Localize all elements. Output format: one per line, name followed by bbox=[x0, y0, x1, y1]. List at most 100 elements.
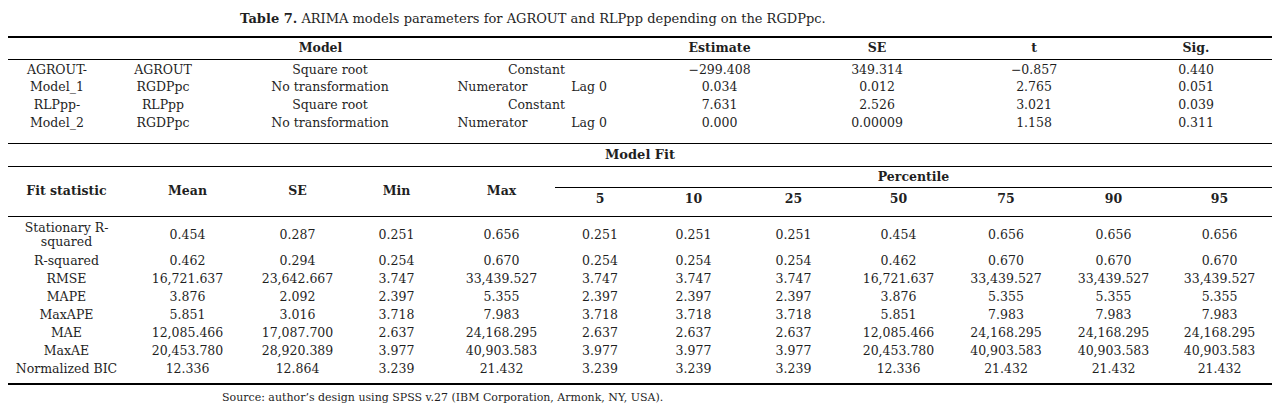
estimate-cell: −299.408 bbox=[633, 60, 806, 78]
fit-value-cell: 0.254 bbox=[645, 252, 742, 270]
transformation-cell: No transformation bbox=[220, 78, 440, 96]
fit-value-cell: 5.355 bbox=[1060, 288, 1167, 306]
fit-table-header-row: Fit statistic Mean SE Min Max Percentile bbox=[8, 167, 1272, 188]
percentile-level: 95 bbox=[1167, 188, 1272, 216]
fit-table-row: Normalized BIC 12.336 12.864 3.239 21.43… bbox=[8, 360, 1272, 378]
fit-value-cell: 0.254 bbox=[345, 252, 448, 270]
fit-value-cell: 3.239 bbox=[555, 360, 645, 378]
fit-value-cell: 0.287 bbox=[250, 216, 345, 252]
fit-value-cell: 3.747 bbox=[345, 270, 448, 288]
model-table-header-row: Model Estimate SE t Sig. bbox=[8, 38, 1272, 60]
fit-value-cell: 3.747 bbox=[555, 270, 645, 288]
fit-value-cell: 2.397 bbox=[345, 288, 448, 306]
fit-value-cell: 0.670 bbox=[1167, 252, 1272, 270]
model-fit-table: Fit statistic Mean SE Min Max Percentile… bbox=[8, 167, 1272, 379]
header-model: Model bbox=[8, 38, 633, 60]
fit-table-row: R-squared 0.462 0.294 0.254 0.670 0.254 … bbox=[8, 252, 1272, 270]
t-cell: 2.765 bbox=[948, 78, 1120, 96]
term-cell: Numerator bbox=[440, 114, 545, 132]
variable-cell: AGROUT bbox=[106, 60, 220, 78]
term-cell: Numerator bbox=[440, 78, 545, 96]
fit-value-cell: 0.454 bbox=[125, 216, 250, 252]
fit-table-row: RMSE 16,721.637 23,642.667 3.747 33,439.… bbox=[8, 270, 1272, 288]
fit-table-row: MAE 12,085.466 17,087.700 2.637 24,168.2… bbox=[8, 324, 1272, 342]
fit-value-cell: 7.983 bbox=[1167, 306, 1272, 324]
fit-value-cell: 5.355 bbox=[1167, 288, 1272, 306]
fit-value-cell: 2.397 bbox=[645, 288, 742, 306]
fit-statistic-label: R-squared bbox=[8, 252, 125, 270]
percentile-level: 90 bbox=[1060, 188, 1167, 216]
model-parameters-section: Model Estimate SE t Sig. AGROUT- AGROUT … bbox=[8, 36, 1272, 144]
percentile-level: 10 bbox=[645, 188, 742, 216]
model-name-cell: AGROUT- bbox=[8, 60, 106, 78]
fit-statistic-label: MAE bbox=[8, 324, 125, 342]
model-name-cell: Model_2 bbox=[8, 114, 106, 132]
fit-value-cell: 24,168.295 bbox=[1060, 324, 1167, 342]
fit-value-cell: 0.462 bbox=[845, 252, 952, 270]
t-cell: 1.158 bbox=[948, 114, 1120, 132]
fit-value-cell: 5.851 bbox=[125, 306, 250, 324]
header-se: SE bbox=[250, 167, 345, 216]
fit-statistic-label: Stationary R-squared bbox=[8, 216, 125, 252]
fit-value-cell: 2.092 bbox=[250, 288, 345, 306]
fit-value-cell: 7.983 bbox=[952, 306, 1060, 324]
fit-value-cell: 20,453.780 bbox=[845, 342, 952, 360]
fit-value-cell: 0.254 bbox=[555, 252, 645, 270]
fit-value-cell: 3.977 bbox=[742, 342, 845, 360]
header-min: Min bbox=[345, 167, 448, 216]
fit-value-cell: 33,439.527 bbox=[1060, 270, 1167, 288]
fit-value-cell: 3.239 bbox=[645, 360, 742, 378]
fit-statistic-label: RMSE bbox=[8, 270, 125, 288]
fit-value-cell: 24,168.295 bbox=[448, 324, 555, 342]
fit-value-cell: 3.239 bbox=[742, 360, 845, 378]
fit-value-cell: 3.747 bbox=[742, 270, 845, 288]
percentile-level: 5 bbox=[555, 188, 645, 216]
transformation-cell: Square root bbox=[220, 60, 440, 78]
fit-value-cell: 40,903.583 bbox=[1060, 342, 1167, 360]
se-cell: 349.314 bbox=[806, 60, 948, 78]
fit-value-cell: 24,168.295 bbox=[1167, 324, 1272, 342]
fit-value-cell: 0.454 bbox=[845, 216, 952, 252]
table-7: Model Estimate SE t Sig. AGROUT- AGROUT … bbox=[8, 36, 1272, 404]
fit-value-cell: 0.462 bbox=[125, 252, 250, 270]
model-name-cell: RLPpp- bbox=[8, 96, 106, 114]
fit-value-cell: 3.977 bbox=[345, 342, 448, 360]
fit-value-cell: 3.876 bbox=[845, 288, 952, 306]
lag-cell: Lag 0 bbox=[545, 78, 633, 96]
percentile-level: 50 bbox=[845, 188, 952, 216]
fit-value-cell: 33,439.527 bbox=[952, 270, 1060, 288]
fit-statistic-label: MAPE bbox=[8, 288, 125, 306]
header-mean: Mean bbox=[125, 167, 250, 216]
model-table-row: AGROUT- AGROUT Square root Constant −299… bbox=[8, 60, 1272, 78]
fit-value-cell: 7.983 bbox=[448, 306, 555, 324]
fit-value-cell: 17,087.700 bbox=[250, 324, 345, 342]
model-fit-section-title: Model Fit bbox=[8, 144, 1272, 167]
fit-value-cell: 23,642.667 bbox=[250, 270, 345, 288]
fit-value-cell: 0.294 bbox=[250, 252, 345, 270]
fit-value-cell: 16,721.637 bbox=[845, 270, 952, 288]
fit-value-cell: 0.656 bbox=[1060, 216, 1167, 252]
percentile-level: 25 bbox=[742, 188, 845, 216]
estimate-cell: 0.000 bbox=[633, 114, 806, 132]
t-cell: −0.857 bbox=[948, 60, 1120, 78]
sig-cell: 0.311 bbox=[1120, 114, 1272, 132]
fit-value-cell: 40,903.583 bbox=[952, 342, 1060, 360]
fit-value-cell: 5.355 bbox=[952, 288, 1060, 306]
table-caption: Table 7. ARIMA models parameters for AGR… bbox=[0, 0, 1280, 26]
fit-value-cell: 0.670 bbox=[448, 252, 555, 270]
source-note: Source: author’s design using SPSS v.27 … bbox=[8, 385, 1272, 404]
fit-table-row: MAPE 3.876 2.092 2.397 5.355 2.397 2.397… bbox=[8, 288, 1272, 306]
transformation-cell: No transformation bbox=[220, 114, 440, 132]
fit-value-cell: 12.864 bbox=[250, 360, 345, 378]
model-parameters-table: Model Estimate SE t Sig. AGROUT- AGROUT … bbox=[8, 38, 1272, 132]
header-fit-statistic: Fit statistic bbox=[8, 167, 125, 216]
fit-value-cell: 7.983 bbox=[1060, 306, 1167, 324]
fit-value-cell: 12.336 bbox=[125, 360, 250, 378]
fit-value-cell: 16,721.637 bbox=[125, 270, 250, 288]
fit-value-cell: 0.656 bbox=[448, 216, 555, 252]
variable-cell: RGDPpc bbox=[106, 78, 220, 96]
header-percentile: Percentile bbox=[555, 167, 1272, 188]
fit-value-cell: 0.670 bbox=[952, 252, 1060, 270]
model-table-row: Model_1 RGDPpc No transformation Numerat… bbox=[8, 78, 1272, 96]
fit-value-cell: 2.637 bbox=[555, 324, 645, 342]
